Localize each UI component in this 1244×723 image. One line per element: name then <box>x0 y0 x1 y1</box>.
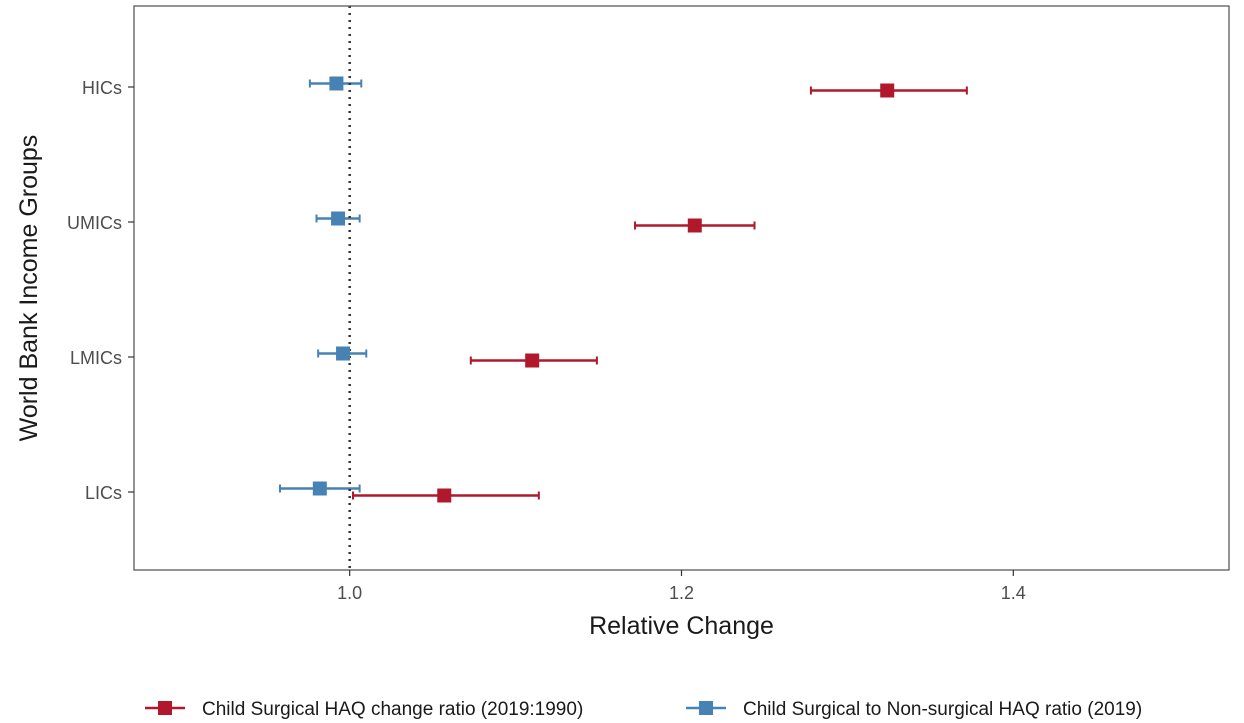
y-tick-label: HICs <box>82 78 122 98</box>
data-point <box>437 488 452 503</box>
data-point <box>329 76 344 91</box>
legend-label: Child Surgical to Non-surgical HAQ ratio… <box>743 699 1142 720</box>
legend-item: Child Surgical HAQ change ratio (2019:19… <box>145 699 583 720</box>
data-point <box>525 353 540 368</box>
legend-key-marker <box>699 701 713 715</box>
y-tick-label: LICs <box>85 483 122 503</box>
legend-key-marker <box>158 701 172 715</box>
series-layer <box>279 79 968 500</box>
x-axis-title: Relative Change <box>589 612 774 640</box>
plot-panel-border <box>133 5 1230 571</box>
data-point <box>336 346 351 361</box>
y-tick-label: UMICs <box>67 213 122 233</box>
legend: Child Surgical HAQ change ratio (2019:19… <box>145 699 1142 720</box>
x-tick-label: 1.0 <box>337 583 362 603</box>
x-tick-label: 1.2 <box>669 583 694 603</box>
y-axis-title: World Bank Income Groups <box>15 135 43 442</box>
data-point <box>687 218 702 233</box>
legend-item: Child Surgical to Non-surgical HAQ ratio… <box>686 699 1142 720</box>
data-point <box>312 481 327 496</box>
legend-label: Child Surgical HAQ change ratio (2019:19… <box>202 699 583 720</box>
data-point <box>331 211 346 226</box>
data-point <box>880 83 895 98</box>
marks-layer <box>312 76 895 503</box>
y-tick-label: LMICs <box>70 348 122 368</box>
axis-layer: HICs UMICs LMICs LICs 1.0 1.2 1.4 <box>67 78 1026 603</box>
x-tick-label: 1.4 <box>1001 583 1026 603</box>
